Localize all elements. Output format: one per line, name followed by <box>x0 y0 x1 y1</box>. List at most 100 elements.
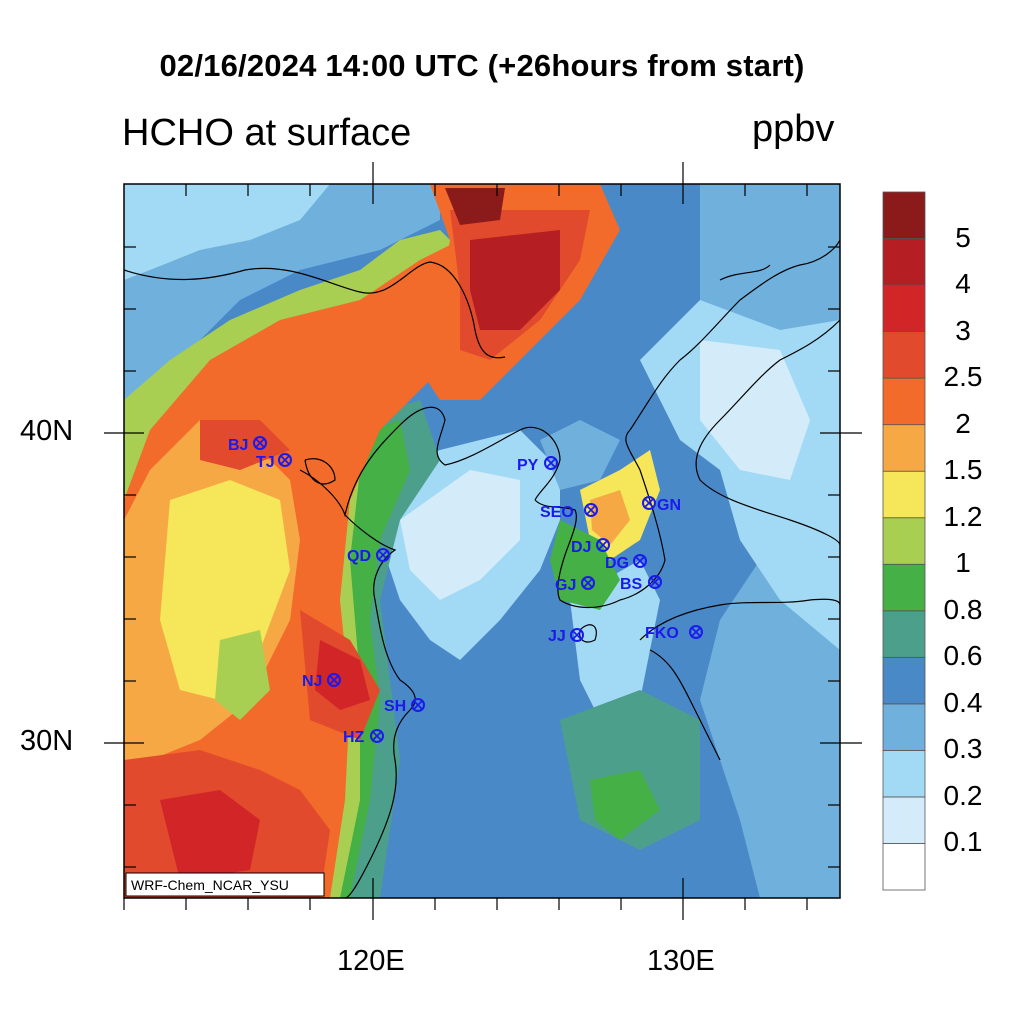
model-tag: WRF-Chem_NCAR_YSU <box>131 877 289 893</box>
city-label-qd: QD <box>347 548 371 565</box>
city-dj: DJ <box>571 538 610 556</box>
colorbar-level-label: 0.8 <box>943 593 983 625</box>
colorbar-level-label: 5 <box>955 221 971 253</box>
city-label-fko: FKO <box>645 625 679 642</box>
colorbar-level-label: 0.6 <box>943 640 983 672</box>
field-ne-darkred <box>470 230 560 330</box>
city-markers: BJ TJ QD NJ SH HZ PY <box>228 436 703 746</box>
russia-coast <box>629 239 840 431</box>
concentration-field <box>124 184 840 898</box>
city-py: PY <box>517 456 558 474</box>
chart-title: 02/16/2024 14:00 UTC (+26hours from star… <box>159 48 805 83</box>
lat-label-40n: 40N <box>20 415 74 447</box>
city-gn: GN <box>642 496 681 514</box>
kyushu-coast <box>649 649 721 761</box>
units-label: ppbv <box>752 108 835 150</box>
jeju-coast <box>579 624 597 643</box>
japan-honshu-coast <box>695 319 840 546</box>
city-nj: NJ <box>302 673 341 690</box>
border-north <box>124 261 506 359</box>
colorbar-box-6 <box>882 563 926 612</box>
colorbar-level-label: 0.3 <box>943 733 983 765</box>
city-gj: GJ <box>555 576 595 594</box>
colorbar-level-label: 0.4 <box>943 686 983 718</box>
city-bj: BJ <box>228 436 267 454</box>
field-yellow-sea-palest <box>400 470 520 600</box>
colorbar-box-5 <box>882 610 926 658</box>
field-china-orange <box>124 240 480 898</box>
colorbar-box-11 <box>882 331 926 379</box>
city-label-dj: DJ <box>571 539 591 556</box>
colorbar-box-4 <box>882 656 926 705</box>
field-nanjing-core <box>315 640 370 710</box>
colorbar-level-label: 0.2 <box>943 779 983 811</box>
field-japan-sea-palest <box>700 340 810 480</box>
city-label-seo: SEO <box>540 504 574 521</box>
city-label-dg: DG <box>605 555 629 572</box>
city-jj: JJ <box>548 628 584 645</box>
city-label-bj: BJ <box>228 437 248 454</box>
china-east-coast <box>344 514 416 898</box>
field-bj-red <box>200 420 290 470</box>
city-hz: HZ <box>343 729 384 746</box>
city-seo: SEO <box>540 503 598 521</box>
colorbar-level-label: 1.5 <box>943 454 983 486</box>
colorbar-box-2 <box>882 750 926 798</box>
city-label-gj: GJ <box>555 577 576 594</box>
coastlines <box>124 239 840 898</box>
city-qd: QD <box>347 548 390 565</box>
axis-ticks <box>104 162 862 920</box>
colorbar-box-12 <box>882 284 926 333</box>
colorbar-box-9 <box>882 424 926 472</box>
city-sh: SH <box>384 698 425 715</box>
field-south-core <box>160 790 260 880</box>
city-label-sh: SH <box>384 698 406 715</box>
city-label-hz: HZ <box>343 729 365 746</box>
field-ne-peak <box>445 188 505 225</box>
city-label-py: PY <box>517 457 539 474</box>
colorbar-box-8 <box>882 470 926 519</box>
city-dg: DG <box>605 554 647 572</box>
city-label-gn: GN <box>657 497 681 514</box>
city-label-tj: TJ <box>256 454 275 471</box>
colorbar-box-3 <box>882 703 926 751</box>
colorbar <box>882 191 926 891</box>
lon-label-120e: 120E <box>337 945 405 977</box>
colorbar-level-label: 2.5 <box>943 361 983 393</box>
field-china-greenspot <box>215 630 270 720</box>
city-label-bs: BS <box>620 576 643 593</box>
bohai-coast <box>299 406 561 518</box>
colorbar-level-label: 4 <box>955 268 971 300</box>
field-korea-orange <box>590 490 630 545</box>
colorbar-box-14 <box>882 191 926 239</box>
lon-label-130e: 130E <box>647 945 715 977</box>
japan-south-coast <box>639 598 840 641</box>
korea-coast <box>534 429 666 609</box>
sakhalin-coast <box>719 264 771 281</box>
city-label-jj: JJ <box>548 628 566 645</box>
colorbar-box-10 <box>882 377 926 426</box>
colorbar-box-0 <box>882 843 926 891</box>
field-nw-lightblue <box>124 184 330 280</box>
variable-subtitle: HCHO at surface <box>122 112 412 154</box>
tianjin-coast <box>304 458 336 485</box>
colorbar-box-1 <box>882 796 926 844</box>
city-bs: BS <box>620 575 662 593</box>
colorbar-box-13 <box>882 238 926 286</box>
field-south-green <box>590 770 660 840</box>
colorbar-level-label: 1.2 <box>943 500 983 532</box>
model-tag-box <box>125 872 325 897</box>
city-fko: FKO <box>645 625 703 642</box>
colorbar-level-label: 2 <box>955 407 971 439</box>
city-label-nj: NJ <box>302 673 322 690</box>
colorbar-level-label: 3 <box>955 314 971 346</box>
lat-label-30n: 30N <box>20 725 74 757</box>
colorbar-level-label: 0.1 <box>943 826 983 858</box>
colorbar-level-label: 1 <box>955 547 971 579</box>
field-korea-green <box>550 520 620 610</box>
city-tj: TJ <box>256 453 292 471</box>
field-nk-blue <box>540 420 620 490</box>
plot-frame <box>123 183 841 899</box>
colorbar-box-7 <box>882 517 926 565</box>
